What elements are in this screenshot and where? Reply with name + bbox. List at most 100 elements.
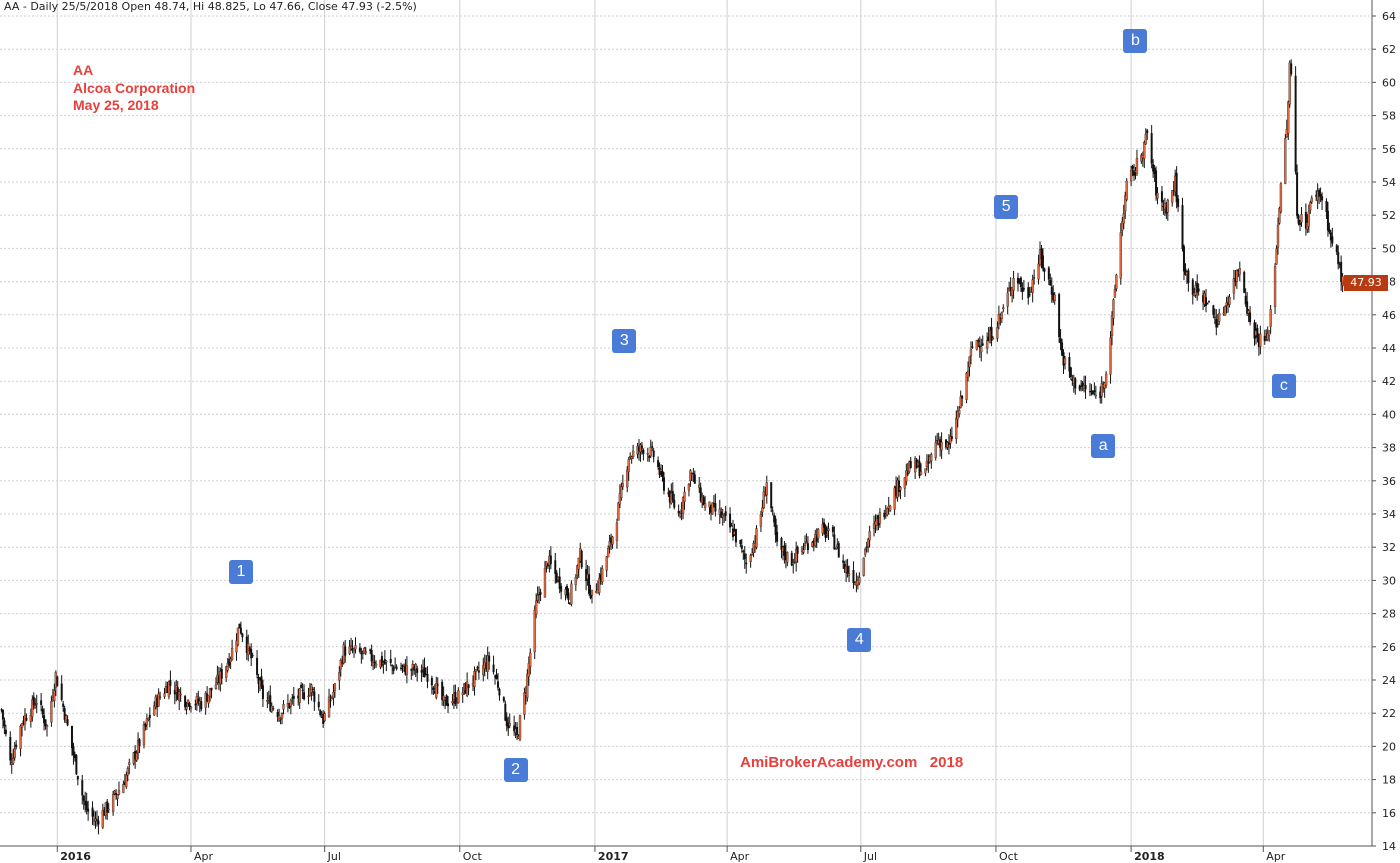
candle-body (955, 417, 958, 439)
candle-body (276, 712, 279, 717)
candle-body (961, 395, 964, 399)
candle-body (1018, 280, 1021, 282)
candle-body (1288, 62, 1291, 105)
candle-body (1238, 268, 1241, 275)
candle-body (145, 718, 149, 725)
candle-body (590, 589, 594, 596)
candle-body (546, 563, 549, 567)
candle-body (1197, 288, 1200, 292)
candle-body (588, 574, 591, 594)
candle-body (774, 518, 777, 536)
candle-body (755, 528, 758, 548)
candle-body (56, 676, 59, 687)
candle-body (432, 687, 435, 690)
candle-body (1191, 279, 1194, 295)
candle-body (433, 691, 436, 694)
candle-body (1218, 313, 1221, 322)
candle-body (1091, 390, 1094, 395)
candle-body (351, 648, 354, 651)
candle-body (1113, 289, 1117, 298)
candle-body (163, 693, 166, 697)
candle-body (60, 683, 63, 700)
candle-body (53, 690, 56, 701)
candle-body (34, 705, 37, 708)
candle-body (652, 450, 655, 458)
candle-body (189, 706, 193, 709)
candle-body (1053, 294, 1056, 302)
candle-body (360, 652, 363, 655)
candle-body (513, 725, 516, 732)
candle-body (702, 497, 705, 506)
wave-label-5: 5 (994, 194, 1019, 219)
candle-body (677, 510, 680, 514)
ticker-label: AA (73, 62, 94, 78)
y-tick-label: 14 (1382, 840, 1396, 853)
candle-body (327, 696, 331, 718)
candle-body (658, 468, 661, 475)
candle-body (662, 477, 665, 491)
last-price-tag: 47.93 (1344, 274, 1388, 291)
candle-body (759, 514, 763, 527)
candle-body (877, 515, 880, 526)
candle-body (416, 668, 419, 673)
candle-body (626, 469, 629, 488)
y-tick-label: 60 (1382, 76, 1396, 89)
candle-body (1002, 307, 1005, 310)
candle-body (1328, 229, 1331, 233)
candle-body (793, 562, 796, 564)
candle-body (238, 623, 241, 629)
candle-body (739, 540, 742, 545)
y-tick-label: 40 (1382, 408, 1396, 421)
candle-body (1115, 274, 1118, 289)
candle-body (186, 699, 190, 704)
candle-body (400, 667, 403, 670)
candle-body (796, 546, 799, 554)
candle-body (476, 667, 479, 669)
date-label: May 25, 2018 (73, 97, 159, 113)
candle-body (1109, 337, 1112, 375)
candle-body (1172, 189, 1175, 191)
candle-body (945, 439, 948, 448)
x-tick-label: Apr (730, 850, 750, 863)
x-tick-label: 2018 (1134, 850, 1165, 863)
candle-body (1326, 210, 1329, 231)
candle-body (348, 646, 351, 654)
candle-body (864, 549, 867, 555)
candle-body (1249, 312, 1252, 323)
candle-body (413, 666, 416, 671)
candle-body (732, 528, 735, 537)
candle-body (1284, 138, 1287, 184)
candle-body (1090, 391, 1093, 393)
candle-body (667, 492, 670, 495)
candle-body (1009, 287, 1012, 291)
candle-body (1268, 330, 1271, 336)
candle-body (251, 655, 254, 657)
candle-body (843, 564, 846, 569)
candle-body (776, 531, 779, 542)
candle-body (1171, 190, 1174, 203)
candle-body (574, 576, 577, 585)
candle-body (930, 454, 933, 462)
candle-body (555, 572, 558, 583)
candle-body (631, 450, 635, 457)
candle-body (447, 703, 450, 707)
candle-body (176, 687, 179, 700)
wave-label-4: 4 (847, 628, 872, 653)
candle-body (87, 808, 90, 812)
candle-body (915, 459, 918, 469)
candle-body (806, 543, 809, 551)
candle-body (474, 669, 478, 672)
candle-body (831, 526, 834, 533)
candle-body (507, 722, 510, 729)
candle-body (939, 439, 942, 448)
candle-body (410, 669, 413, 671)
candle-body (1299, 223, 1302, 225)
candle-body (298, 688, 301, 703)
candle-body (1181, 205, 1184, 249)
candle-body (1022, 288, 1025, 290)
candle-body (1223, 306, 1227, 316)
candle-body (1033, 277, 1036, 279)
y-tick-label: 46 (1382, 309, 1396, 322)
y-tick-label: 58 (1382, 110, 1396, 123)
candle-body (1335, 245, 1338, 253)
